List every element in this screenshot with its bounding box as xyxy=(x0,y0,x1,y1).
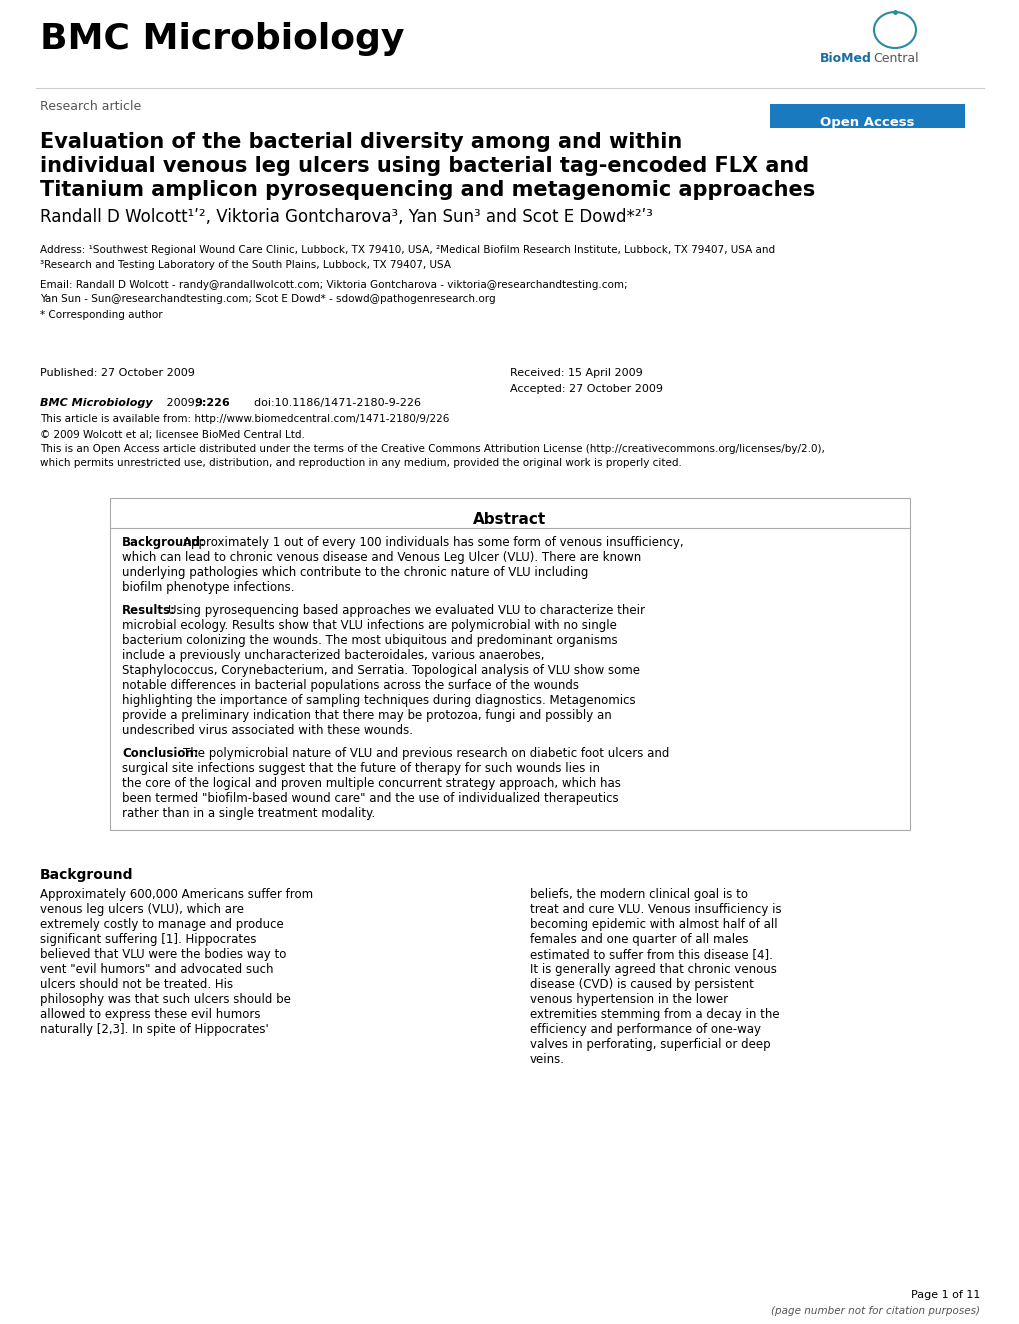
Text: Using pyrosequencing based approaches we evaluated VLU to characterize their: Using pyrosequencing based approaches we… xyxy=(167,604,644,617)
Text: Background:: Background: xyxy=(122,536,206,549)
Text: The polymicrobial nature of VLU and previous research on diabetic foot ulcers an: The polymicrobial nature of VLU and prev… xyxy=(183,747,668,760)
Text: include a previously uncharacterized bacteroidales, various anaerobes,: include a previously uncharacterized bac… xyxy=(122,649,544,662)
Text: Yan Sun - Sun@researchandtesting.com; Scot E Dowd* - sdowd@pathogenresearch.org: Yan Sun - Sun@researchandtesting.com; Sc… xyxy=(40,294,495,305)
Text: been termed "biofilm-based wound care" and the use of individualized therapeutic: been termed "biofilm-based wound care" a… xyxy=(122,792,618,805)
FancyBboxPatch shape xyxy=(110,498,909,830)
Text: ³Research and Testing Laboratory of the South Plains, Lubbock, TX 79407, USA: ³Research and Testing Laboratory of the … xyxy=(40,260,450,270)
Text: allowed to express these evil humors: allowed to express these evil humors xyxy=(40,1008,260,1021)
Text: veins.: veins. xyxy=(530,1053,565,1066)
Text: This is an Open Access article distributed under the terms of the Creative Commo: This is an Open Access article distribut… xyxy=(40,444,824,454)
Text: bacterium colonizing the wounds. The most ubiquitous and predominant organisms: bacterium colonizing the wounds. The mos… xyxy=(122,634,618,647)
Text: biofilm phenotype infections.: biofilm phenotype infections. xyxy=(122,581,294,594)
Text: ulcers should not be treated. His: ulcers should not be treated. His xyxy=(40,978,233,990)
Text: Central: Central xyxy=(872,52,918,65)
Text: highlighting the importance of sampling techniques during diagnostics. Metagenom: highlighting the importance of sampling … xyxy=(122,694,635,707)
Text: BMC Microbiology: BMC Microbiology xyxy=(40,399,153,408)
Text: Randall D Wolcott¹ʹ², Viktoria Gontcharova³, Yan Sun³ and Scot E Dowd*²ʹ³: Randall D Wolcott¹ʹ², Viktoria Gontcharo… xyxy=(40,208,652,226)
Text: BMC Microbiology: BMC Microbiology xyxy=(40,23,404,56)
Text: It is generally agreed that chronic venous: It is generally agreed that chronic veno… xyxy=(530,963,776,976)
Text: estimated to suffer from this disease [4].: estimated to suffer from this disease [4… xyxy=(530,948,772,961)
Text: which permits unrestricted use, distribution, and reproduction in any medium, pr: which permits unrestricted use, distribu… xyxy=(40,458,682,467)
Text: vent "evil humors" and advocated such: vent "evil humors" and advocated such xyxy=(40,963,273,976)
Text: extremely costly to manage and produce: extremely costly to manage and produce xyxy=(40,918,283,931)
Text: Background: Background xyxy=(40,869,133,882)
Text: Conclusion:: Conclusion: xyxy=(122,747,199,760)
Text: efficiency and performance of one-way: efficiency and performance of one-way xyxy=(530,1023,760,1035)
Text: This article is available from: http://www.biomedcentral.com/1471-2180/9/226: This article is available from: http://w… xyxy=(40,414,449,424)
Text: Published: 27 October 2009: Published: 27 October 2009 xyxy=(40,368,195,377)
Text: Approximately 600,000 Americans suffer from: Approximately 600,000 Americans suffer f… xyxy=(40,888,313,902)
Text: valves in perforating, superficial or deep: valves in perforating, superficial or de… xyxy=(530,1038,770,1051)
Text: venous leg ulcers (VLU), which are: venous leg ulcers (VLU), which are xyxy=(40,903,244,916)
Text: notable differences in bacterial populations across the surface of the wounds: notable differences in bacterial populat… xyxy=(122,679,579,692)
Text: philosophy was that such ulcers should be: philosophy was that such ulcers should b… xyxy=(40,993,290,1006)
FancyBboxPatch shape xyxy=(769,105,964,128)
Text: Staphylococcus, Corynebacterium, and Serratia. Topological analysis of VLU show : Staphylococcus, Corynebacterium, and Ser… xyxy=(122,665,639,677)
Text: extremities stemming from a decay in the: extremities stemming from a decay in the xyxy=(530,1008,779,1021)
Text: Email: Randall D Wolcott - randy@randallwolcott.com; Viktoria Gontcharova - vikt: Email: Randall D Wolcott - randy@randall… xyxy=(40,279,627,290)
Text: rather than in a single treatment modality.: rather than in a single treatment modali… xyxy=(122,808,375,820)
Text: treat and cure VLU. Venous insufficiency is: treat and cure VLU. Venous insufficiency… xyxy=(530,903,781,916)
Text: undescribed virus associated with these wounds.: undescribed virus associated with these … xyxy=(122,724,413,737)
Text: Address: ¹Southwest Regional Wound Care Clinic, Lubbock, TX 79410, USA, ²Medical: Address: ¹Southwest Regional Wound Care … xyxy=(40,245,774,256)
Text: surgical site infections suggest that the future of therapy for such wounds lies: surgical site infections suggest that th… xyxy=(122,763,599,775)
Text: microbial ecology. Results show that VLU infections are polymicrobial with no si: microbial ecology. Results show that VLU… xyxy=(122,620,616,632)
Text: Received: 15 April 2009: Received: 15 April 2009 xyxy=(510,368,642,377)
Text: Results:: Results: xyxy=(122,604,175,617)
Text: provide a preliminary indication that there may be protozoa, fungi and possibly : provide a preliminary indication that th… xyxy=(122,708,611,722)
Text: Abstract: Abstract xyxy=(473,512,546,527)
Text: individual venous leg ulcers using bacterial tag-encoded FLX and: individual venous leg ulcers using bacte… xyxy=(40,156,808,176)
Text: Titanium amplicon pyrosequencing and metagenomic approaches: Titanium amplicon pyrosequencing and met… xyxy=(40,180,814,200)
Text: naturally [2,3]. In spite of Hippocrates': naturally [2,3]. In spite of Hippocrates… xyxy=(40,1023,268,1035)
Text: doi:10.1186/1471-2180-9-226: doi:10.1186/1471-2180-9-226 xyxy=(239,399,421,408)
Text: 9:226: 9:226 xyxy=(194,399,229,408)
Text: which can lead to chronic venous disease and Venous Leg Ulcer (VLU). There are k: which can lead to chronic venous disease… xyxy=(122,551,641,564)
Text: the core of the logical and proven multiple concurrent strategy approach, which : the core of the logical and proven multi… xyxy=(122,777,621,790)
Text: Research article: Research article xyxy=(40,101,141,113)
Text: significant suffering [1]. Hippocrates: significant suffering [1]. Hippocrates xyxy=(40,933,256,947)
Text: disease (CVD) is caused by persistent: disease (CVD) is caused by persistent xyxy=(530,978,753,990)
Text: * Corresponding author: * Corresponding author xyxy=(40,310,162,320)
Text: Approximately 1 out of every 100 individuals has some form of venous insufficien: Approximately 1 out of every 100 individ… xyxy=(183,536,683,549)
Text: Open Access: Open Access xyxy=(819,117,913,128)
Text: BioMed: BioMed xyxy=(819,52,871,65)
Text: females and one quarter of all males: females and one quarter of all males xyxy=(530,933,748,947)
Text: beliefs, the modern clinical goal is to: beliefs, the modern clinical goal is to xyxy=(530,888,747,902)
Text: becoming epidemic with almost half of all: becoming epidemic with almost half of al… xyxy=(530,918,776,931)
Text: Evaluation of the bacterial diversity among and within: Evaluation of the bacterial diversity am… xyxy=(40,132,682,152)
Text: Accepted: 27 October 2009: Accepted: 27 October 2009 xyxy=(510,384,662,395)
Text: believed that VLU were the bodies way to: believed that VLU were the bodies way to xyxy=(40,948,286,961)
Text: © 2009 Wolcott et al; licensee BioMed Central Ltd.: © 2009 Wolcott et al; licensee BioMed Ce… xyxy=(40,430,305,440)
Text: (page number not for citation purposes): (page number not for citation purposes) xyxy=(770,1305,979,1316)
Text: Page 1 of 11: Page 1 of 11 xyxy=(910,1290,979,1300)
Text: underlying pathologies which contribute to the chronic nature of VLU including: underlying pathologies which contribute … xyxy=(122,565,588,579)
Text: 2009,: 2009, xyxy=(163,399,202,408)
Text: venous hypertension in the lower: venous hypertension in the lower xyxy=(530,993,728,1006)
